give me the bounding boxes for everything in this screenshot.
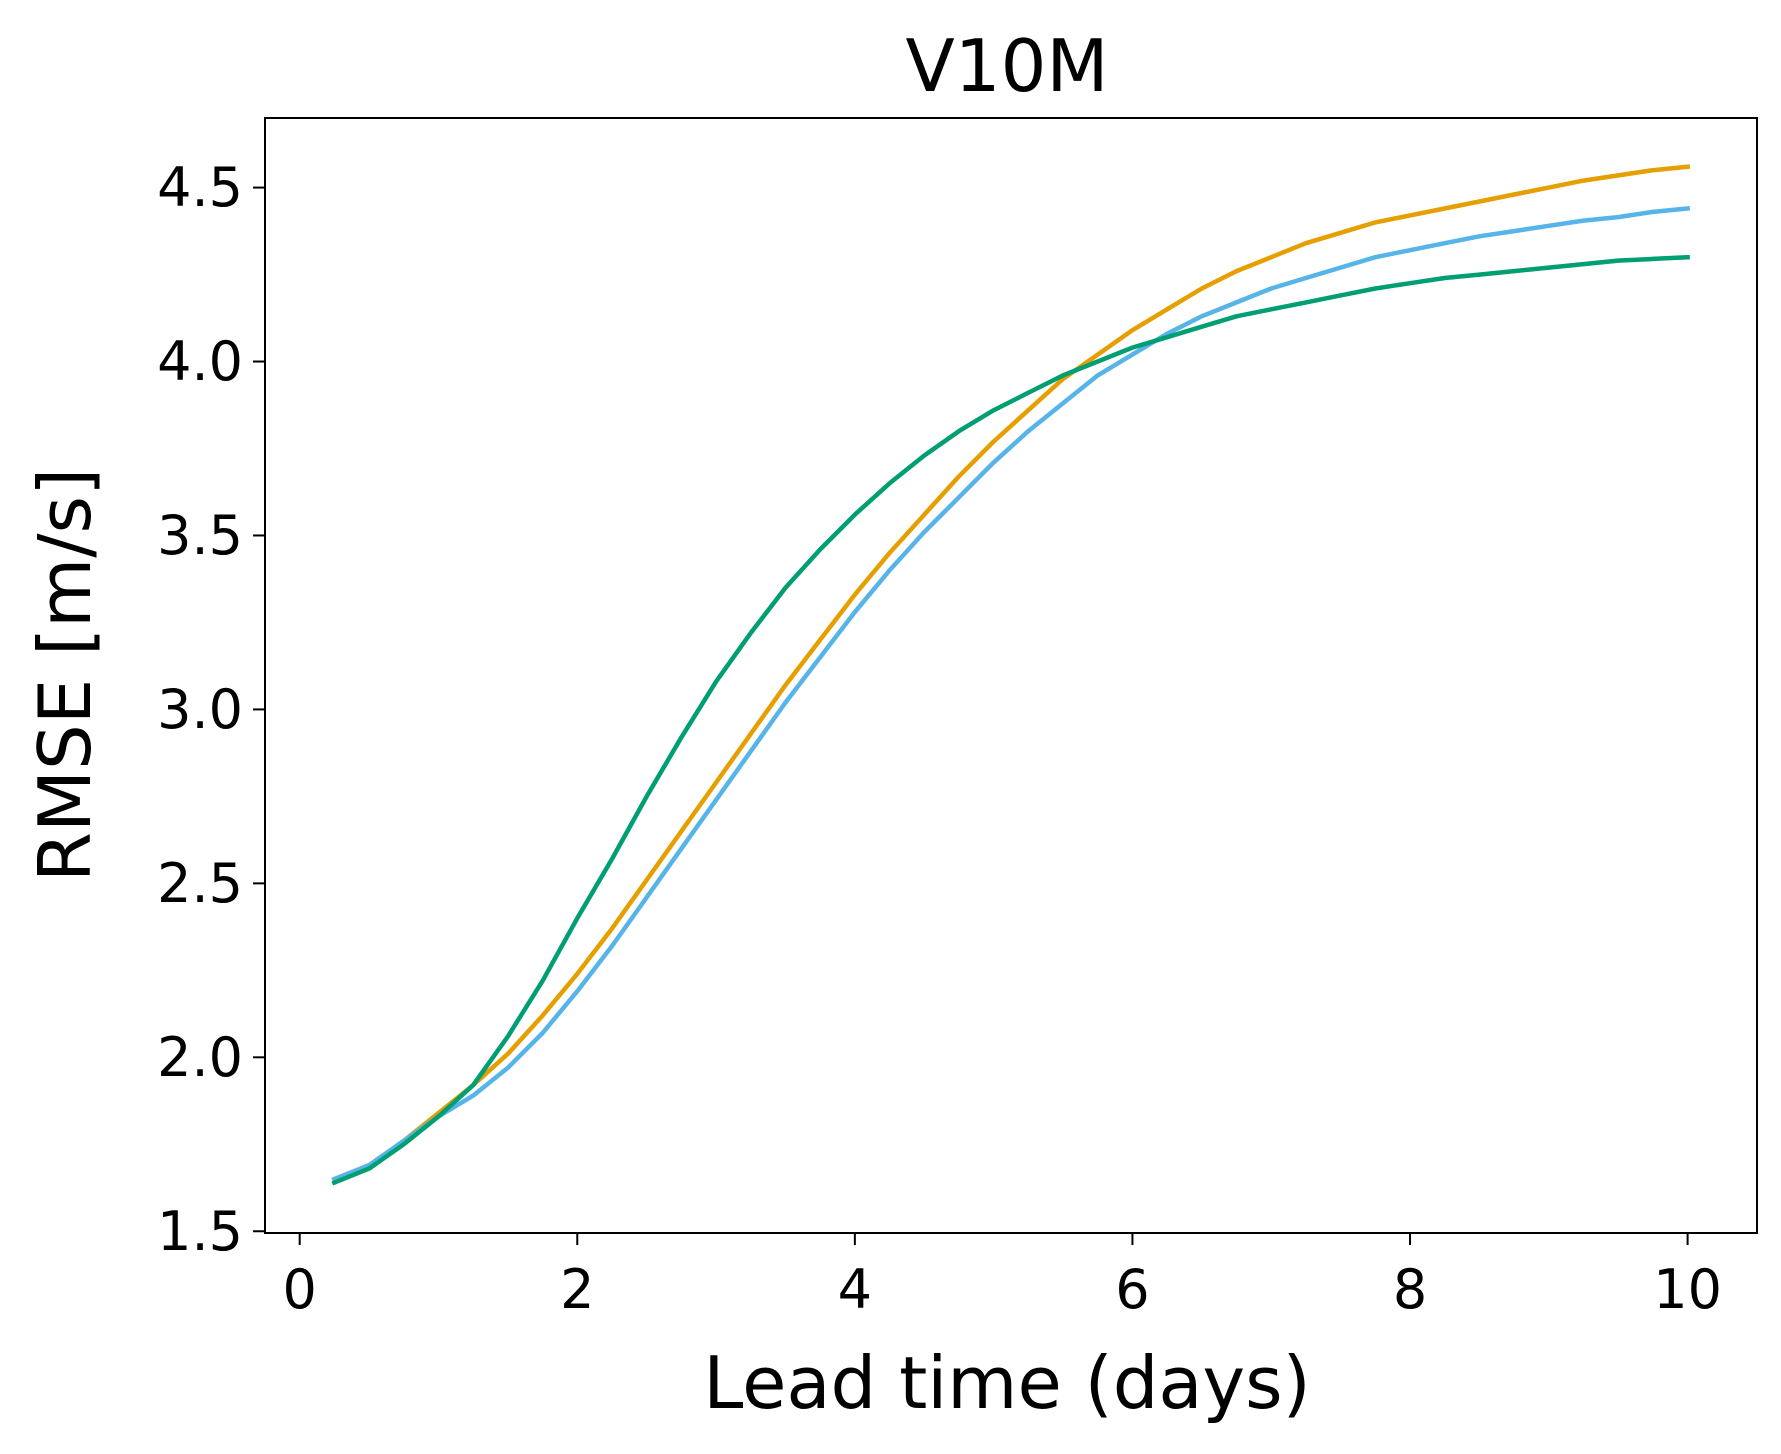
plot-area [331, 164, 1691, 1186]
y-tick-label: 3.5 [157, 504, 243, 567]
series-line-1 [331, 164, 1691, 1183]
x-tick-label: 2 [560, 1258, 594, 1321]
x-tick-label: 8 [1393, 1258, 1427, 1321]
chart-title: V10M [906, 24, 1109, 108]
x-axis: 0 2 4 6 8 10 [283, 1233, 1722, 1321]
y-axis: 1.5 2.0 2.5 3.0 3.5 4.0 4.5 [157, 156, 265, 1263]
y-tick-label: 2.5 [157, 852, 243, 915]
y-tick-label: 4.0 [157, 330, 243, 393]
y-tick-label: 4.5 [157, 156, 243, 219]
x-axis-label: Lead time (days) [703, 1341, 1311, 1425]
series-line-2 [331, 206, 1691, 1183]
x-tick-label: 6 [1115, 1258, 1149, 1321]
x-tick-label: 4 [838, 1258, 872, 1321]
series-line-3 [331, 254, 1690, 1186]
y-tick-label: 2.0 [157, 1026, 243, 1089]
y-axis-label: RMSE [m/s] [23, 468, 107, 882]
y-tick-label: 1.5 [157, 1200, 243, 1263]
x-tick-label: 0 [283, 1258, 317, 1321]
x-tick-label: 10 [1653, 1258, 1722, 1321]
plot-frame [264, 117, 1758, 1234]
y-tick-label: 3.0 [157, 678, 243, 741]
